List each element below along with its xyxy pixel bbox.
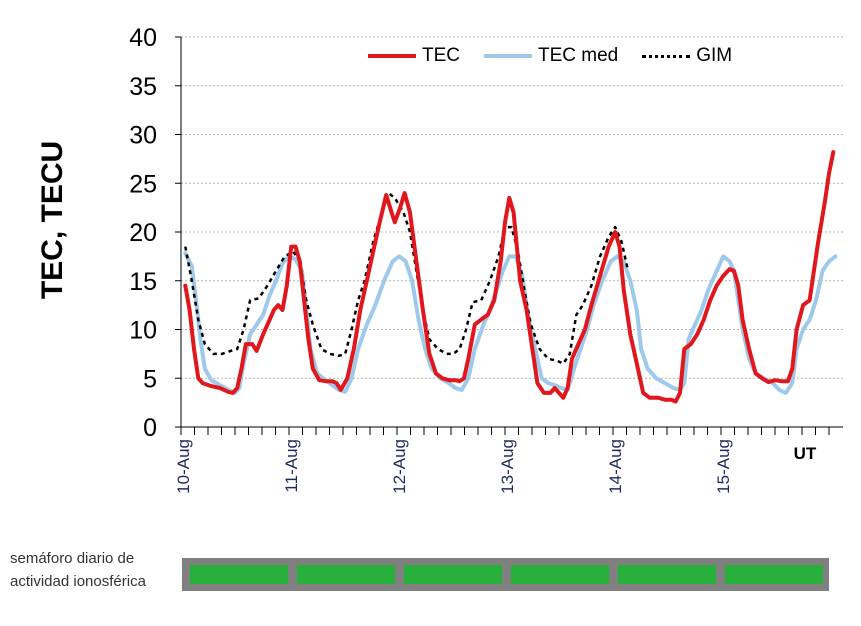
x-date-label: 15-Aug xyxy=(714,439,733,494)
legend-swatch-tec xyxy=(368,54,416,58)
x-date-label: 10-Aug xyxy=(174,439,193,494)
series-line-tec-med xyxy=(183,251,838,395)
legend-swatch-gim xyxy=(642,54,691,58)
legend-label-gim: GIM xyxy=(696,45,733,66)
x-date-label: 11-Aug xyxy=(282,439,301,493)
x-date-label: 13-Aug xyxy=(498,439,517,494)
y-tick-label: 30 xyxy=(129,122,157,150)
semaforo-label-line2: actividad ionosférica xyxy=(10,573,146,590)
y-tick-label: 5 xyxy=(143,365,157,393)
legend: TEC TEC med GIM xyxy=(368,42,756,70)
semaforo-label-line1: semáforo diario de xyxy=(10,550,135,567)
semaforo-day-cell xyxy=(618,565,716,584)
semaforo-day-cell xyxy=(404,565,502,584)
y-tick-label: 20 xyxy=(129,219,157,247)
series-line-tec xyxy=(183,150,836,404)
y-tick-label: 0 xyxy=(143,414,157,442)
semaforo-day-cell xyxy=(297,565,395,584)
legend-swatch-tec-med xyxy=(484,54,532,58)
semaforo-day-cell xyxy=(725,565,823,584)
x-date-label: 14-Aug xyxy=(606,439,625,494)
legend-item-gim: GIM xyxy=(642,45,732,67)
y-tick-label: 35 xyxy=(129,73,157,101)
semaforo-day-cell xyxy=(511,565,609,584)
semaforo-bar xyxy=(182,558,829,591)
legend-label-tec: TEC xyxy=(422,45,460,66)
tec-chart: 0 5 10 15 20 25 30 35 40 10-Aug 11-Aug 12-Aug 13-Aug… xyxy=(129,24,843,494)
y-tick-label: 25 xyxy=(129,170,157,198)
legend-item-tec-med: TEC med xyxy=(484,45,618,67)
series-line-gim xyxy=(184,191,630,365)
x-date-label: 12-Aug xyxy=(390,439,409,494)
x-axis-label: UT xyxy=(794,444,817,463)
semaforo-label: semáforo diario de actividad ionosférica xyxy=(10,547,146,593)
y-axis-label: TEC, TECU xyxy=(36,140,69,300)
legend-label-tec-med: TEC med xyxy=(538,45,619,66)
legend-item-tec: TEC xyxy=(368,45,460,67)
y-tick-label: 10 xyxy=(129,317,157,345)
semaforo-day-cell xyxy=(190,565,288,584)
y-tick-label: 15 xyxy=(129,268,157,296)
y-tick-label: 40 xyxy=(129,24,157,52)
